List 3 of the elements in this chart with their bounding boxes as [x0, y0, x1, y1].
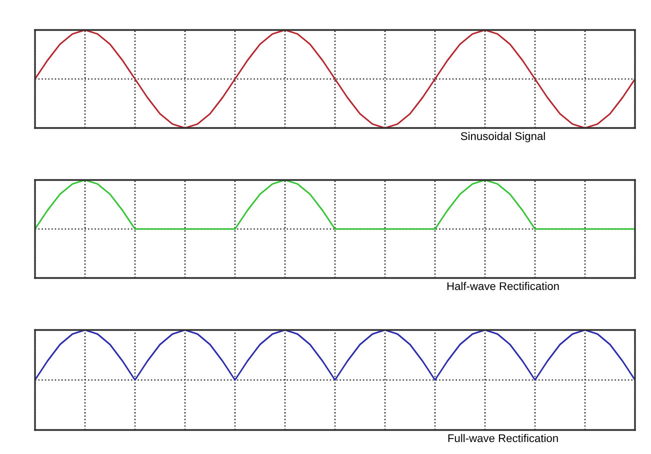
- text: Full-wave Rectification: [448, 434, 558, 442]
- text: Sinusoidal Signal: [460, 132, 545, 142]
- text: Half-wave Rectification: [447, 282, 559, 290]
